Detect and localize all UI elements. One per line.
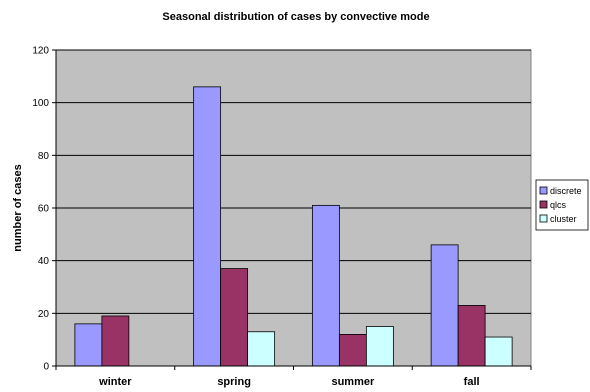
y-axis-label: number of cases: [12, 164, 24, 251]
bar-qlcs-summer: [338, 333, 367, 367]
bar-cluster-summer: [365, 326, 394, 367]
bar-qlcs-fall: [457, 305, 486, 367]
legend-swatch-cluster: [539, 214, 548, 223]
bar-discrete-fall: [430, 244, 459, 367]
x-category-label: fall: [464, 376, 480, 388]
y-tick-label: 40: [38, 256, 50, 267]
legend-swatch-qlcs: [539, 200, 548, 209]
y-tick-label: 100: [32, 98, 49, 109]
x-category-label: spring: [217, 376, 251, 388]
axes: [55, 50, 532, 370]
y-tick-label: 80: [38, 151, 50, 162]
bar-discrete-spring: [193, 86, 222, 367]
y-tick-labels: 0 20 40 60 80 100 120: [32, 46, 49, 373]
legend-swatch-discrete: [539, 186, 548, 195]
y-tick-label: 20: [38, 309, 50, 320]
bar-cluster-fall: [484, 336, 513, 367]
x-category-label: winter: [98, 376, 132, 388]
bars: [74, 86, 513, 367]
x-category-label: summer: [331, 376, 375, 388]
bar-qlcs-spring: [220, 268, 249, 367]
bar-discrete-winter: [74, 323, 103, 367]
legend-label-qlcs: qlcs: [550, 200, 567, 210]
legend-label-discrete: discrete: [550, 186, 582, 196]
bar-cluster-spring: [247, 331, 276, 367]
legend: discrete qlcs cluster: [535, 179, 589, 231]
y-tick-label: 60: [38, 204, 50, 215]
y-tick-label: 120: [32, 46, 49, 57]
y-tick-label: 0: [43, 362, 49, 373]
bar-discrete-summer: [311, 204, 340, 367]
chart-title: Seasonal distribution of cases by convec…: [162, 11, 429, 23]
bar-qlcs-winter: [101, 315, 130, 367]
x-category-labels: winter spring summer fall: [98, 376, 479, 388]
legend-label-cluster: cluster: [550, 214, 577, 224]
